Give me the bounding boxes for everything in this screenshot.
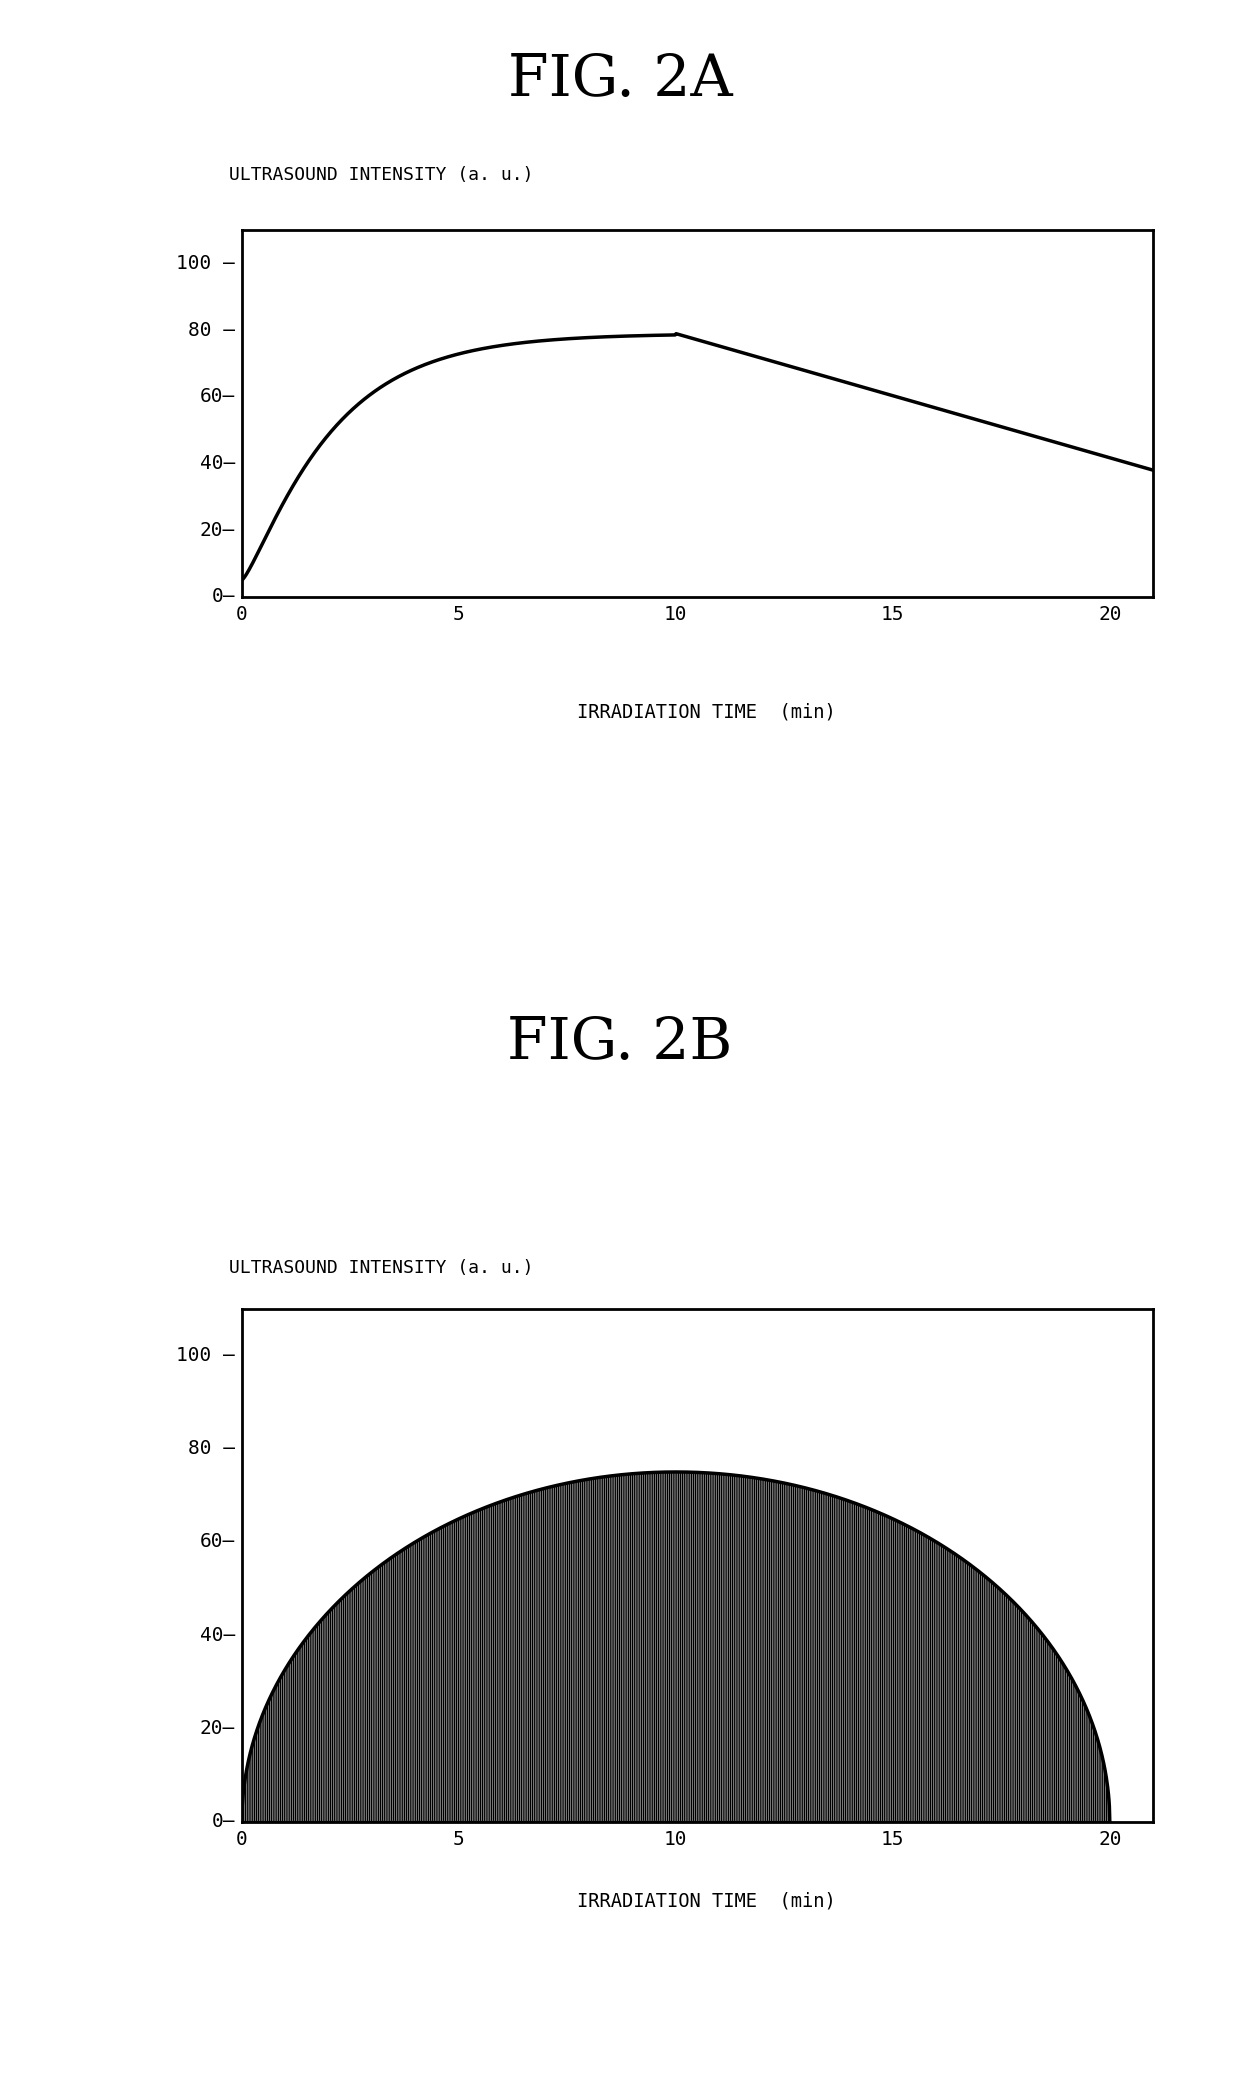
Text: ULTRASOUND INTENSITY (a. u.): ULTRASOUND INTENSITY (a. u.) xyxy=(229,1258,534,1277)
Text: 60–: 60– xyxy=(200,387,234,406)
Text: FIG. 2A: FIG. 2A xyxy=(507,52,733,107)
Text: IRRADIATION TIME  (min): IRRADIATION TIME (min) xyxy=(578,1891,836,1912)
Text: 80 –: 80 – xyxy=(187,1439,234,1457)
Text: 20–: 20– xyxy=(200,521,234,540)
Text: 60–: 60– xyxy=(200,1533,234,1552)
Text: 100 –: 100 – xyxy=(176,1346,234,1365)
Text: 40–: 40– xyxy=(200,1625,234,1644)
Text: 0–: 0– xyxy=(211,1811,234,1832)
Text: 0–: 0– xyxy=(211,586,234,607)
Text: 40–: 40– xyxy=(200,454,234,473)
Text: FIG. 2B: FIG. 2B xyxy=(507,1016,733,1070)
Text: ULTRASOUND INTENSITY (a. u.): ULTRASOUND INTENSITY (a. u.) xyxy=(229,165,534,184)
Text: IRRADIATION TIME  (min): IRRADIATION TIME (min) xyxy=(578,701,836,722)
Text: 80 –: 80 – xyxy=(187,320,234,339)
Text: 20–: 20– xyxy=(200,1719,234,1738)
Text: 100 –: 100 – xyxy=(176,253,234,272)
